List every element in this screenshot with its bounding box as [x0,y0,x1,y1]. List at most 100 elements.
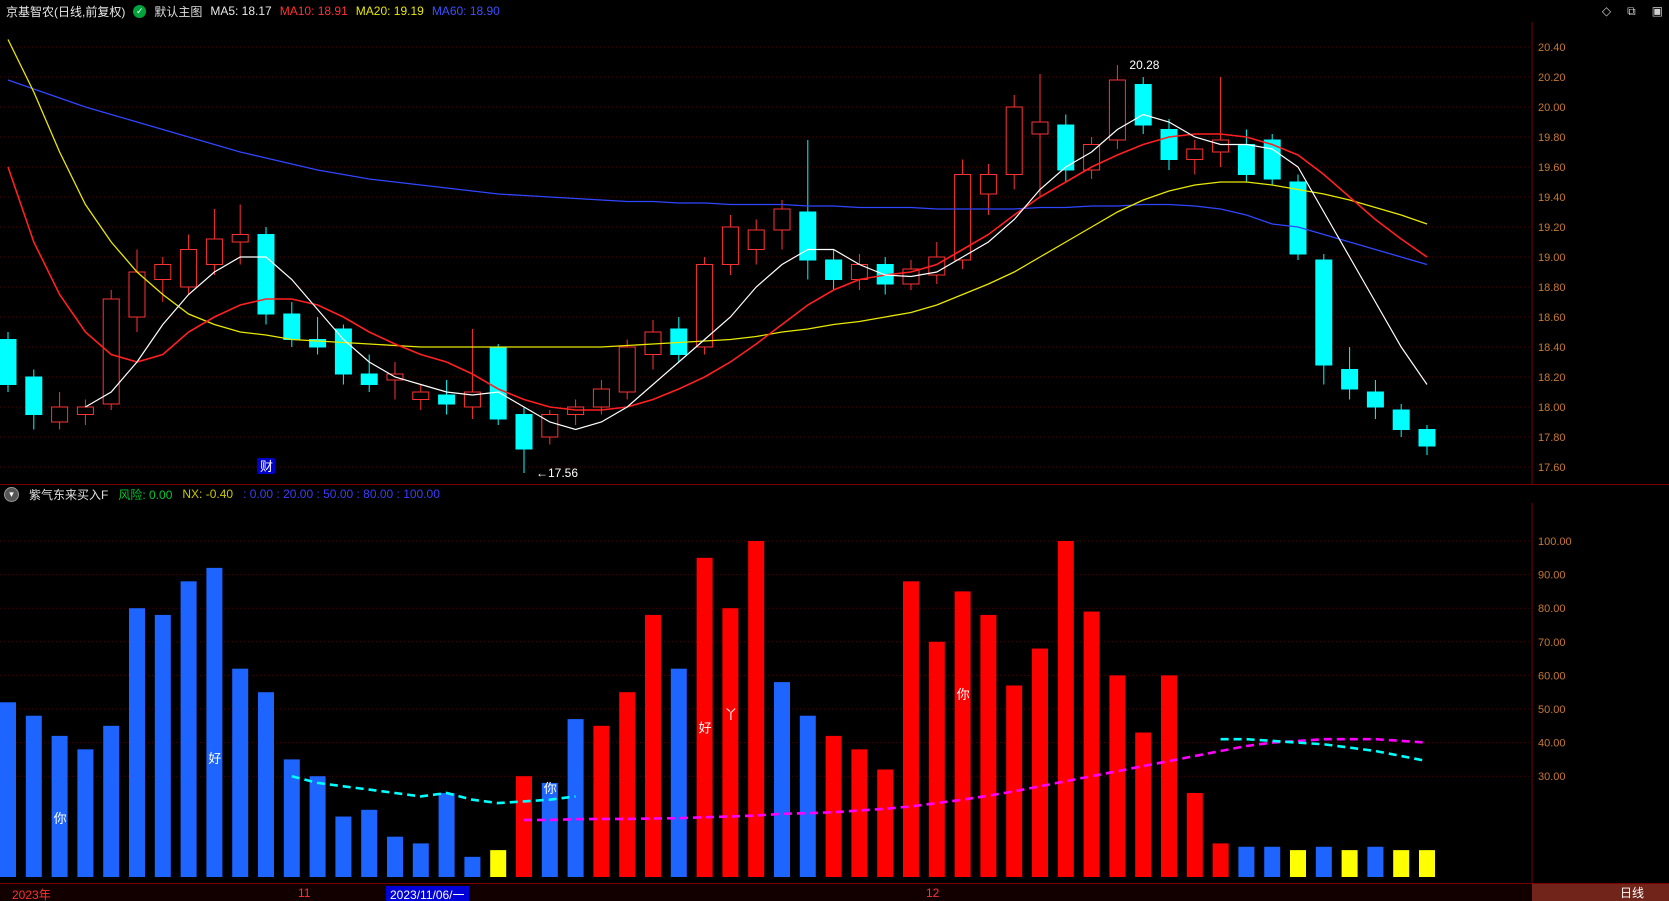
candle[interactable] [1263,139,1281,180]
time-axis-label[interactable]: 2023年 [12,888,51,901]
candle[interactable] [1366,391,1384,408]
indicator-bar[interactable] [645,614,661,877]
indicator-bar[interactable] [903,581,919,877]
candle[interactable] [618,346,636,393]
candle[interactable] [25,376,43,415]
candle[interactable] [438,394,456,405]
indicator-bar-chart[interactable]: 100.00 90.00 80.00 70.00 60.00 50.00 40.00 30.0… [0,503,1669,883]
indicator-bar[interactable] [1006,685,1023,877]
indicator-bar[interactable] [1109,675,1126,877]
candle[interactable] [1418,429,1436,447]
indicator-bar[interactable] [980,614,997,877]
candle[interactable] [1005,106,1023,175]
indicator-bar[interactable] [1341,850,1358,877]
candle[interactable] [1212,139,1230,153]
candle[interactable] [102,298,120,405]
candle[interactable] [463,391,481,408]
indicator-panel[interactable]: 100.00 90.00 80.00 70.00 60.00 50.00 40.00 30.0… [0,503,1669,883]
candle[interactable] [954,174,972,261]
indicator-bar[interactable] [619,692,636,877]
indicator-bar[interactable] [232,668,249,877]
indicator-bar[interactable] [516,776,532,877]
indicator-bar[interactable] [309,776,326,877]
candle[interactable] [1108,79,1126,141]
panel-icon[interactable]: ▣ [1651,4,1663,18]
indicator-bar[interactable] [1264,846,1281,877]
candle[interactable] [128,271,146,318]
candle[interactable] [747,229,765,250]
indicator-bar[interactable] [464,856,481,877]
indicator-bar[interactable] [722,608,739,877]
indicator-bar[interactable] [103,725,120,877]
candle[interactable] [283,313,301,340]
candle[interactable] [1186,148,1204,160]
indicator-name[interactable]: 紫气东来买入F [29,487,109,502]
indicator-bar[interactable] [748,541,765,877]
diamond-icon[interactable]: ◇ [1601,4,1612,18]
selected-date-label[interactable]: 2023/11/06/一 [386,886,469,901]
indicator-bar[interactable] [1393,850,1410,877]
indicator-bar[interactable] [361,809,378,877]
indicator-bar[interactable] [670,668,687,877]
indicator-bar[interactable] [1032,648,1048,877]
indicator-bar[interactable] [1212,843,1229,877]
indicator-bar[interactable] [490,850,507,877]
candle[interactable] [721,226,739,265]
main-chart-panel[interactable]: 20.40 20.20 20.00 19.80 19.60 19.40 19.20 19.00… [0,22,1669,484]
candle[interactable] [592,388,610,408]
candle[interactable] [515,414,533,450]
indicator-bar[interactable] [1290,850,1306,877]
indicator-bar[interactable] [1083,611,1100,877]
indicator-bar[interactable] [412,843,429,877]
indicator-bar[interactable] [541,782,558,877]
indicator-bar[interactable] [77,749,94,877]
indicator-bar[interactable] [696,557,713,877]
candle[interactable] [76,406,94,415]
indicator-bar[interactable] [154,614,171,877]
candle[interactable] [1160,129,1178,160]
indicator-bar[interactable] [387,836,403,877]
candle[interactable] [1392,409,1410,430]
indicator-bar[interactable] [51,735,68,877]
indicator-bar[interactable] [954,591,971,877]
candle[interactable] [1341,369,1359,390]
indicator-bar[interactable] [283,759,300,877]
indicator-bar[interactable] [25,715,42,877]
indicator-bar[interactable] [180,581,197,877]
candlestick-chart[interactable]: 20.40 20.20 20.00 19.80 19.60 19.40 19.20 19.00… [0,22,1669,484]
candle[interactable] [231,234,249,243]
indicator-bar[interactable] [258,692,274,877]
time-axis-label[interactable]: 11 [298,886,311,900]
candle[interactable] [1237,144,1255,175]
indicator-bar[interactable] [1367,846,1384,877]
indicator-bar[interactable] [774,682,790,877]
candle[interactable] [1134,84,1152,126]
indicator-bar[interactable] [0,702,16,877]
candle[interactable] [180,249,198,288]
main-chart-style-icon[interactable]: ✓ [133,4,147,18]
candle[interactable] [51,406,69,423]
period-label[interactable]: 日线 [1532,884,1669,901]
candle[interactable] [334,328,352,375]
indicator-bar[interactable] [799,715,816,877]
indicator-bar[interactable] [567,719,584,877]
candle[interactable] [696,264,714,348]
candle[interactable] [799,211,817,261]
indicator-bar[interactable] [1135,732,1152,877]
indicator-bar[interactable] [1238,846,1255,877]
time-axis[interactable]: 日线 2023年 11 2023/11/06/一 12 [0,883,1669,901]
indicator-bar[interactable] [825,735,842,877]
candle[interactable] [1057,124,1075,171]
indicator-bar[interactable] [1057,541,1074,877]
indicator-bar[interactable] [1419,850,1435,877]
candle[interactable] [1315,259,1333,366]
indicator-bar[interactable] [438,793,455,877]
stock-title[interactable]: 京基智农(日线,前复权) [6,4,126,19]
candle[interactable] [154,264,172,280]
candle[interactable] [257,234,275,315]
candle[interactable] [309,339,327,348]
indicator-bar[interactable] [877,769,894,877]
indicator-icon[interactable]: ▾ [4,486,19,502]
indicator-bar[interactable] [928,641,945,877]
indicator-bar[interactable] [1315,846,1332,877]
